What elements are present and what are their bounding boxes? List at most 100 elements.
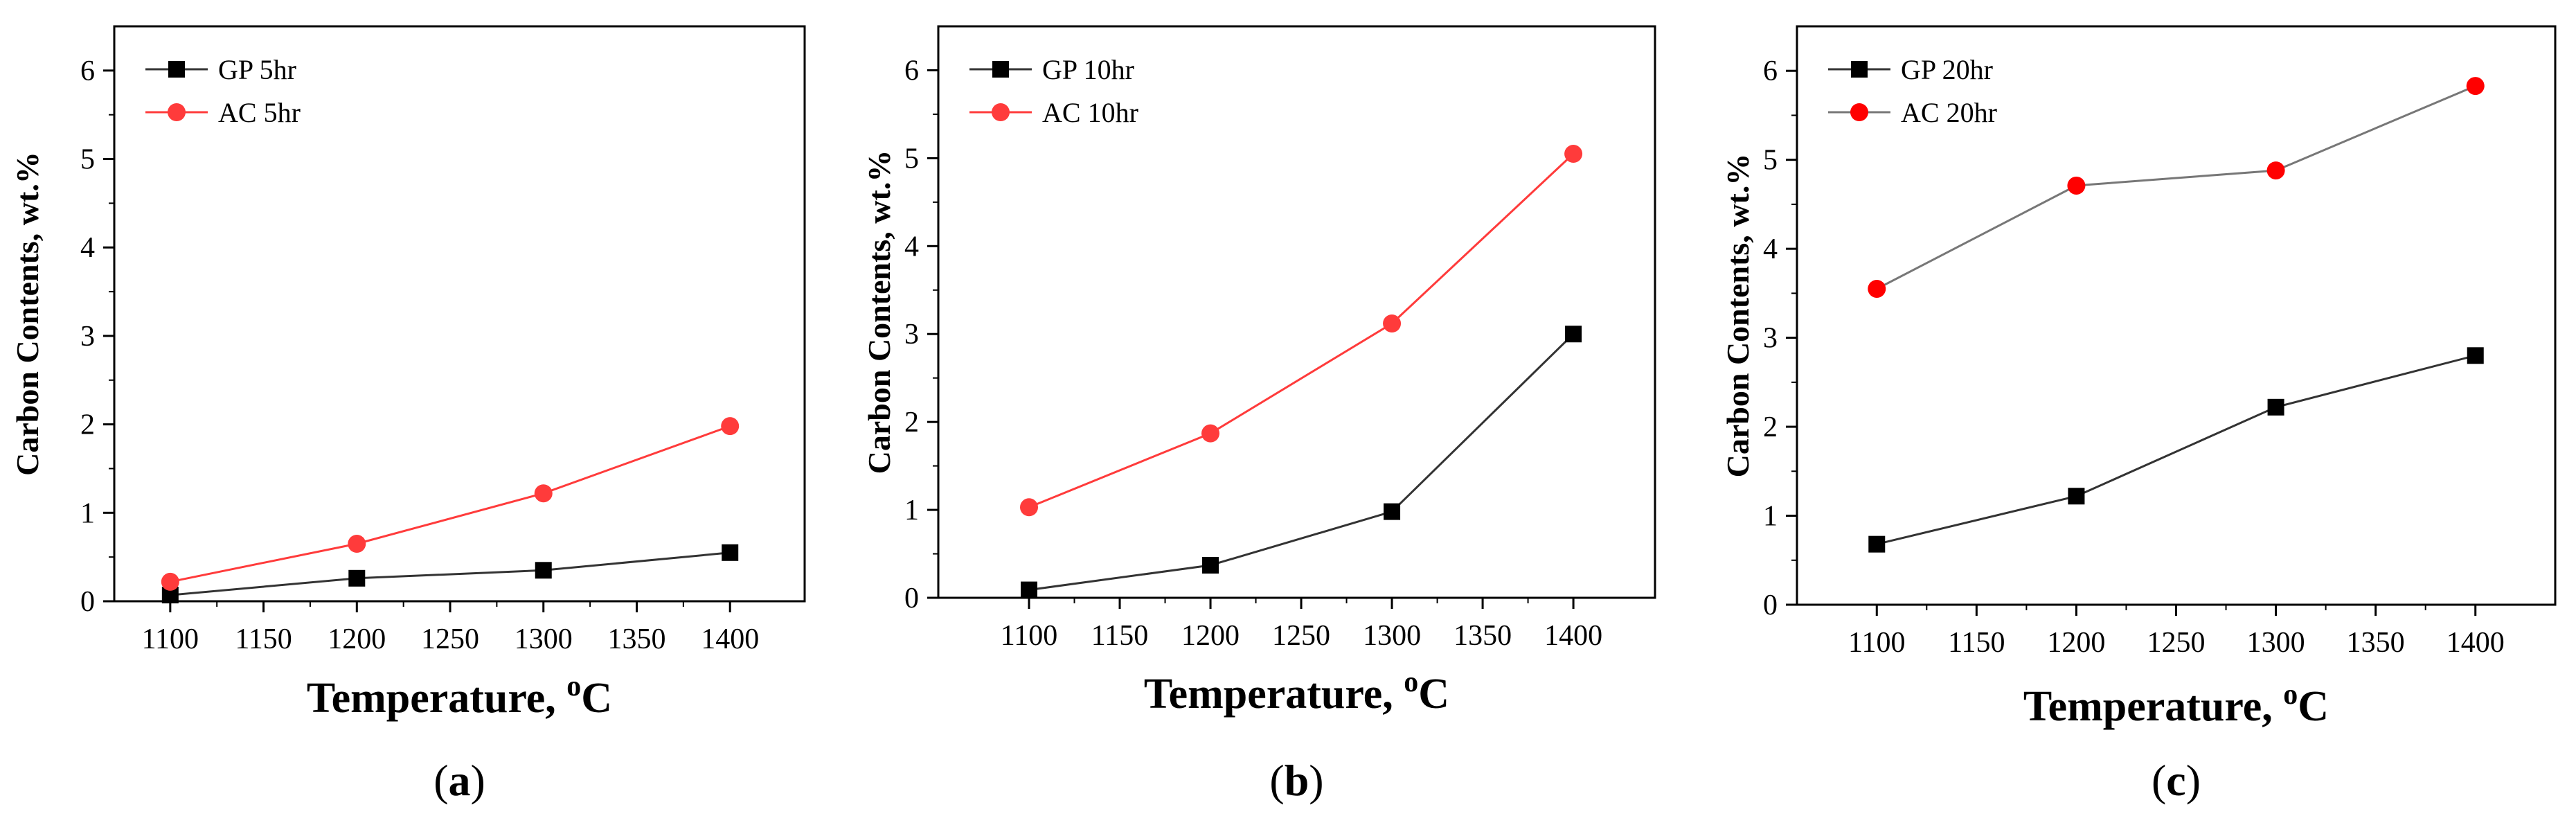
x-axis-title: Temperature, oC — [2023, 679, 2329, 730]
x-tick-label: 1200 — [2047, 627, 2105, 659]
data-point-circle — [2466, 77, 2485, 96]
data-point-circle — [1020, 498, 1039, 517]
data-point-circle — [1201, 424, 1220, 443]
y-tick-label: 0 — [1763, 589, 1778, 621]
legend-label: AC 5hr — [218, 97, 301, 128]
x-tick-label: 1250 — [421, 623, 479, 655]
legend-label: AC 20hr — [1901, 97, 1997, 128]
y-tick-label: 4 — [904, 231, 919, 263]
panel-label-close: ) — [1309, 756, 1323, 805]
data-point-circle — [1868, 279, 1886, 298]
data-point-square — [2467, 347, 2484, 364]
chart-panel-c: 1100 1150 1200 1250 1300 1350 1400 0 1 2 3 4 5 6 Carbo… — [1720, 25, 2557, 805]
x-axis-title-unit: C — [581, 675, 612, 722]
panel-label-close: ) — [2186, 756, 2201, 805]
x-axis-title-unit: C — [2298, 683, 2329, 730]
x-tick-label: 1400 — [1544, 620, 1602, 652]
panel-label-open: ( — [1269, 756, 1284, 805]
y-tick-label: 5 — [80, 144, 95, 176]
y-axis-title: Carbon Contents, wt.% — [10, 152, 45, 476]
y-axis-title: Carbon Contents, wt.% — [861, 150, 897, 474]
y-tick-label: 1 — [80, 497, 95, 529]
data-point-square — [535, 562, 552, 579]
data-point-square — [1384, 503, 1401, 520]
panel-label-letter: c — [2166, 756, 2185, 805]
x-tick-label: 1350 — [1454, 620, 1512, 652]
panel-label: (c) — [2152, 756, 2201, 805]
x-tick-label: 1400 — [701, 623, 759, 655]
legend-label: AC 10hr — [1042, 97, 1138, 128]
data-point-square — [348, 569, 366, 587]
x-axis-title-superscript: o — [2283, 679, 2298, 711]
y-tick-label: 0 — [80, 586, 95, 618]
x-tick-label: 1300 — [2247, 627, 2305, 659]
y-tick-label: 6 — [904, 55, 919, 87]
x-tick-label: 1300 — [515, 623, 573, 655]
y-tick-label: 2 — [1763, 411, 1778, 443]
legend-marker-square — [1851, 61, 1868, 78]
x-axis-title-superscript: o — [566, 671, 581, 702]
y-tick-label: 4 — [1763, 233, 1778, 265]
panel-label: (b) — [1269, 756, 1323, 805]
legend-label: GP 10hr — [1042, 54, 1134, 85]
legend-marker-circle — [992, 103, 1010, 121]
data-point-circle — [161, 572, 179, 591]
x-tick-label: 1100 — [1848, 627, 1905, 659]
y-tick-label: 6 — [80, 55, 95, 87]
panel-label: (a) — [433, 756, 485, 805]
data-point-square — [722, 544, 739, 561]
x-axis-title-text: Temperature, — [1144, 671, 1404, 718]
x-tick-label: 1150 — [1091, 620, 1148, 652]
y-tick-label: 5 — [904, 143, 919, 175]
series-line-gp-5hr — [170, 551, 731, 596]
x-tick-label: 1150 — [1948, 627, 2005, 659]
data-point-circle — [721, 417, 740, 436]
x-axis-title-unit: C — [1418, 671, 1449, 718]
data-point-square — [1202, 557, 1219, 574]
y-tick-label: 3 — [1763, 323, 1778, 355]
x-tick-label: 1200 — [328, 623, 386, 655]
y-tick-label: 6 — [1763, 55, 1778, 87]
x-axis-title: Temperature, oC — [1144, 666, 1449, 718]
x-tick-label: 1100 — [142, 623, 199, 655]
x-tick-label: 1250 — [2147, 627, 2206, 659]
panel-label-open: ( — [2152, 756, 2166, 805]
x-axis-title-superscript: o — [1404, 666, 1418, 698]
data-point-square — [2267, 398, 2284, 416]
data-point-circle — [1564, 145, 1583, 163]
legend-label: GP 20hr — [1901, 54, 1993, 85]
y-tick-label: 2 — [904, 407, 919, 438]
y-tick-label: 2 — [80, 409, 95, 441]
x-tick-label: 1250 — [1272, 620, 1330, 652]
x-tick-label: 1150 — [235, 623, 292, 655]
legend-marker-square — [168, 61, 185, 78]
data-point-square — [1565, 326, 1582, 343]
series-line-ac-20hr — [1876, 85, 2476, 290]
chart-panel-a: 1100 1150 1200 1250 1300 1350 1400 0 1 2 3 4 5 6 Carbo… — [10, 25, 806, 805]
series-line-gp-10hr — [1028, 333, 1575, 592]
x-tick-label: 1350 — [607, 623, 665, 655]
panel-label-open: ( — [433, 756, 448, 805]
series-line-ac-5hr — [170, 425, 731, 583]
y-tick-label: 0 — [904, 583, 919, 614]
data-point-square — [161, 587, 179, 604]
plot-frame — [937, 25, 1656, 599]
panel-label-letter: b — [1285, 756, 1309, 805]
series-line-gp-20hr — [1876, 354, 2476, 546]
data-point-square — [1021, 581, 1038, 598]
x-axis-title-text: Temperature, — [307, 675, 566, 722]
panel-label-close: ) — [471, 756, 485, 805]
x-axis-title: Temperature, oC — [307, 671, 612, 722]
plot-frame — [113, 25, 806, 603]
legend-marker-square — [992, 61, 1009, 78]
data-point-circle — [348, 535, 366, 553]
x-tick-label: 1350 — [2347, 627, 2405, 659]
data-point-square — [1868, 535, 1886, 553]
panel-label-letter: a — [449, 756, 471, 805]
data-point-circle — [2067, 176, 2086, 195]
y-tick-label: 3 — [904, 319, 919, 351]
legend-marker-circle — [168, 103, 186, 121]
legend-marker-circle — [1850, 103, 1868, 121]
series-line-ac-10hr — [1028, 152, 1575, 508]
